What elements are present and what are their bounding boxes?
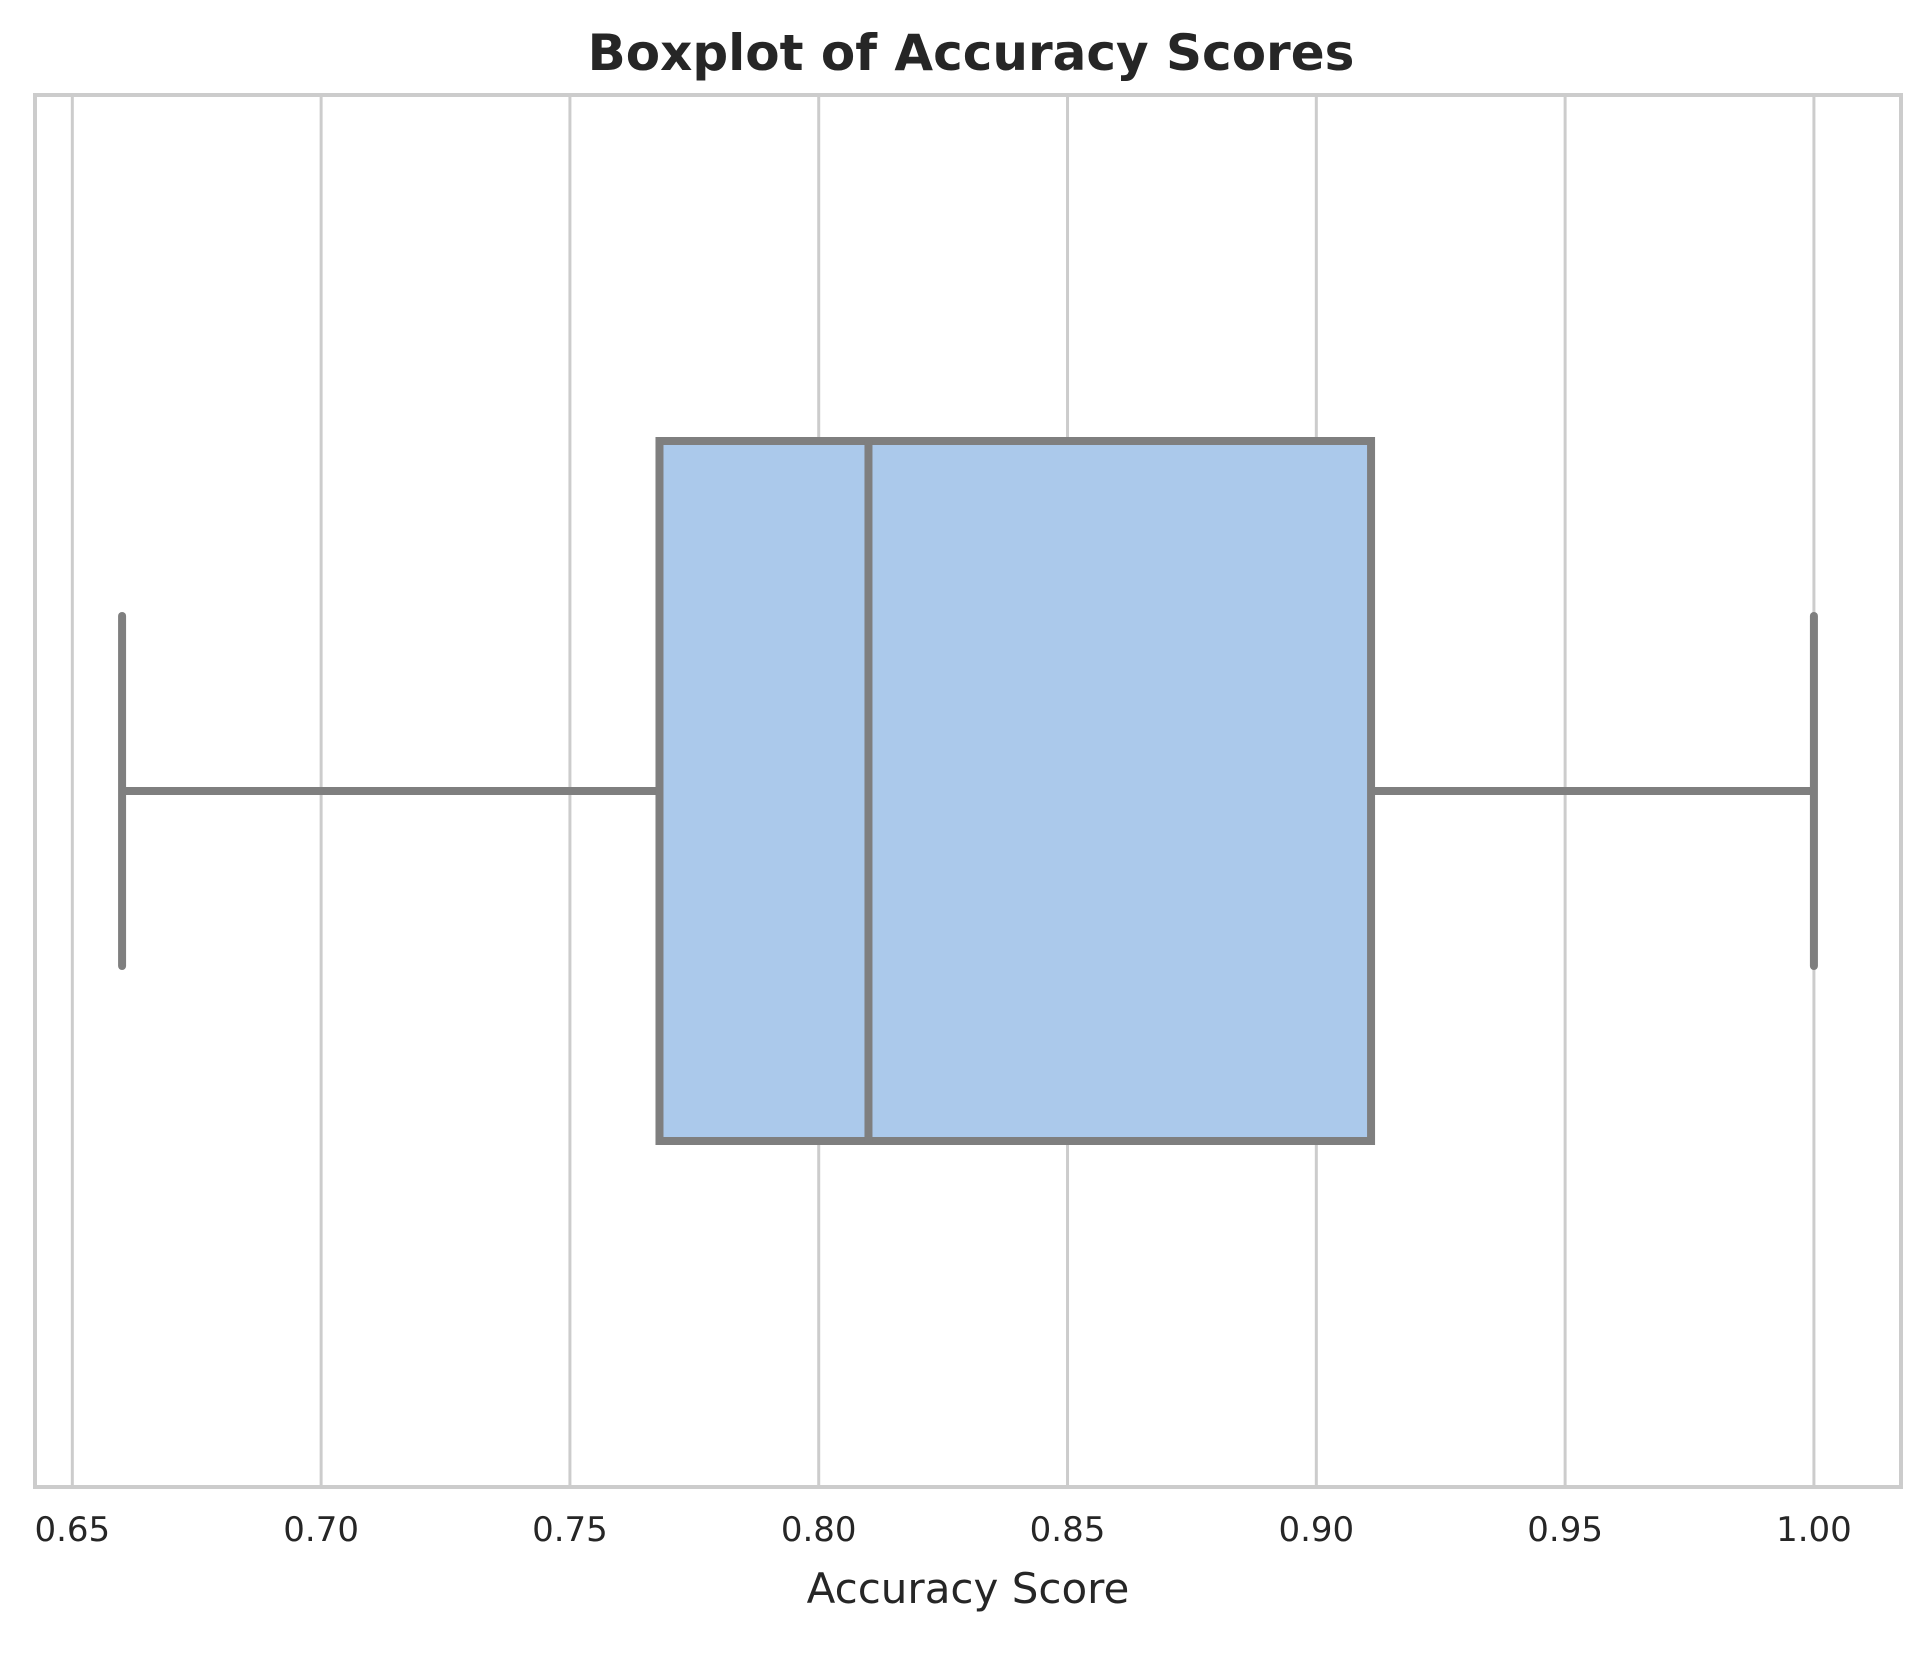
x-tick-label-7: 1.00 (1776, 1510, 1852, 1550)
x-tick-label-4: 0.85 (1030, 1510, 1106, 1550)
x-tick-label-1: 0.70 (283, 1510, 359, 1550)
x-axis-label: Accuracy Score (807, 1564, 1130, 1613)
x-tick-label-3: 0.80 (781, 1510, 857, 1550)
chart-title: Boxplot of Accuracy Scores (588, 24, 1355, 82)
x-tick-label-2: 0.75 (532, 1510, 608, 1550)
boxplot-group (118, 437, 1818, 1145)
x-axis-ticks: 0.65 0.70 0.75 0.80 0.85 0.90 0.95 1.00 (34, 1510, 1851, 1550)
plot-area-frame (33, 93, 1903, 1489)
x-tick-label-0: 0.65 (34, 1510, 110, 1550)
x-tick-label-5: 0.90 (1278, 1510, 1354, 1550)
iqr-box (655, 437, 1376, 1145)
x-tick-label-6: 0.95 (1527, 1510, 1603, 1550)
